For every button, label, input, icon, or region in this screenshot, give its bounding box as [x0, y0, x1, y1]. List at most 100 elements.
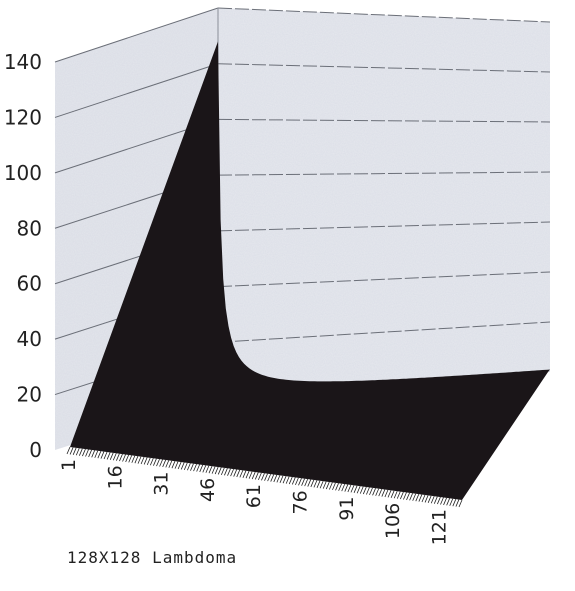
x-tick-label: 76 — [289, 490, 311, 514]
x-tick-mark — [85, 449, 89, 457]
x-tick-mark — [112, 453, 117, 461]
x-tick-mark — [224, 468, 228, 476]
x-tick-mark — [452, 499, 457, 507]
x-tick-mark — [406, 492, 410, 501]
x-tick-mark — [341, 483, 346, 492]
y-tick-label: 100 — [4, 161, 42, 185]
x-tick-mark — [183, 462, 188, 471]
x-tick-mark — [418, 494, 423, 502]
x-tick-mark — [437, 496, 441, 505]
x-tick-mark — [109, 452, 114, 461]
y-tick-label: 60 — [17, 272, 42, 296]
x-tick-mark — [369, 487, 373, 496]
x-tick-label: 31 — [151, 472, 173, 496]
x-tick-label: 61 — [243, 484, 265, 508]
x-tick-mark — [264, 473, 268, 481]
x-tick-mark — [258, 472, 262, 481]
x-tick-mark — [180, 462, 185, 470]
x-tick-mark — [443, 497, 447, 506]
x-tick-mark — [335, 483, 339, 491]
right-gridline — [217, 63, 551, 73]
x-tick-mark — [328, 482, 333, 490]
x-tick-mark — [199, 464, 204, 473]
x-tick-mark — [375, 488, 380, 496]
x-tick-mark — [446, 498, 451, 506]
x-tick-mark — [177, 461, 182, 470]
left-gridline — [54, 63, 219, 118]
x-tick-mark — [116, 453, 120, 461]
x-tick-mark — [307, 479, 312, 487]
x-axis-tick-labels: 1 16 31 46 61 76 91 106 121 — [58, 459, 450, 545]
x-tick-mark — [78, 448, 83, 456]
x-tick-mark — [193, 463, 197, 472]
x-tick-mark — [236, 469, 241, 478]
x-tick-mark — [143, 457, 148, 465]
x-tick-mark — [69, 447, 74, 455]
x-tick-mark — [202, 465, 207, 473]
x-tick-mark — [313, 480, 318, 488]
x-tick-mark — [356, 486, 361, 494]
x-tick-mark — [103, 451, 108, 460]
x-tick-mark — [403, 492, 407, 500]
surface-area — [70, 41, 550, 501]
x-tick-mark — [137, 456, 142, 464]
x-tick-mark — [390, 490, 395, 498]
x-tick-mark — [319, 481, 324, 489]
x-tick-mark — [82, 448, 86, 457]
y-tick-label: 20 — [17, 383, 42, 407]
x-tick-mark — [387, 490, 392, 498]
x-tick-mark — [440, 497, 444, 505]
x-tick-mark — [208, 466, 213, 474]
x-tick-mark — [242, 470, 247, 478]
x-tick-mark — [214, 466, 219, 475]
x-tick-mark — [295, 477, 299, 486]
right-back-wall — [218, 8, 550, 398]
x-tick-mark — [362, 486, 367, 495]
x-tick-mark — [165, 460, 170, 468]
x-tick-mark — [100, 451, 105, 459]
x-tick-mark — [146, 457, 151, 466]
x-tick-mark — [94, 450, 99, 458]
x-tick-mark — [162, 459, 167, 468]
y-tick-label: 0 — [29, 438, 42, 462]
x-tick-label: 1 — [58, 459, 80, 471]
x-tick-mark — [239, 470, 244, 478]
x-tick-mark — [91, 450, 96, 458]
x-tick-mark — [415, 493, 420, 502]
x-tick-mark — [409, 493, 413, 501]
x-tick-mark — [291, 477, 296, 485]
x-tick-mark — [449, 498, 454, 506]
x-tick-mark — [384, 489, 389, 498]
x-tick-mark — [273, 474, 278, 483]
x-tick-label: 121 — [428, 509, 450, 545]
x-tick-mark — [393, 491, 398, 499]
x-tick-mark — [396, 491, 401, 499]
x-tick-mark — [153, 458, 157, 466]
y-tick-label: 80 — [17, 216, 42, 240]
x-tick-mark — [399, 491, 404, 500]
x-tick-mark — [168, 460, 173, 468]
x-tick-mark — [220, 467, 225, 476]
x-tick-mark — [128, 455, 133, 463]
x-tick-mark — [171, 461, 176, 469]
right-gridline — [217, 271, 551, 288]
x-tick-mark — [310, 479, 315, 488]
x-tick-mark — [347, 484, 352, 493]
x-tick-mark — [344, 484, 349, 492]
y-tick-label: 40 — [17, 327, 42, 351]
x-tick-mark — [350, 485, 355, 493]
chart-caption: 128X128 Lambdoma — [67, 548, 238, 567]
x-tick-mark — [433, 496, 438, 504]
right-gridline — [217, 7, 551, 23]
x-tick-mark — [72, 447, 77, 455]
x-tick-mark — [421, 494, 426, 503]
x-tick-mark — [66, 446, 71, 455]
x-tick-mark — [267, 473, 271, 482]
x-tick-mark — [97, 451, 102, 459]
x-tick-label: 106 — [382, 503, 404, 539]
x-tick-mark — [131, 455, 136, 463]
x-tick-label: 91 — [336, 497, 358, 521]
x-tick-mark — [412, 493, 417, 501]
x-tick-mark — [119, 453, 123, 462]
